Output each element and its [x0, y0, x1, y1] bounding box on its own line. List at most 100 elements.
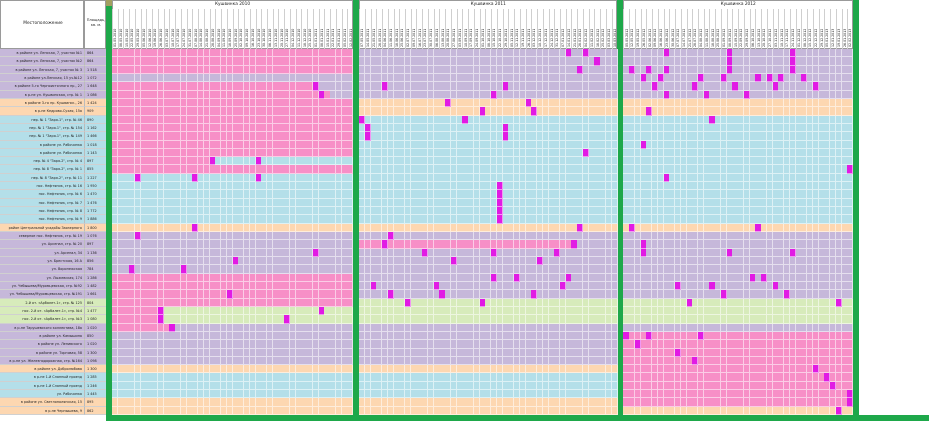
scheduled-cell[interactable] [117, 49, 124, 58]
schedule-cell[interactable] [525, 57, 532, 66]
scheduled-cell[interactable] [278, 49, 285, 58]
schedule-cell[interactable] [439, 57, 446, 66]
schedule-cell[interactable] [847, 115, 854, 124]
schedule-cell[interactable] [611, 240, 618, 249]
schedule-cell[interactable] [479, 49, 486, 58]
schedule-cell[interactable] [847, 323, 854, 332]
schedule-cell[interactable] [847, 198, 854, 208]
schedule-cell[interactable] [680, 49, 687, 58]
schedule-cell[interactable] [715, 57, 722, 66]
scheduled-cell[interactable] [347, 273, 354, 282]
schedule-cell[interactable] [611, 331, 618, 341]
scheduled-cell[interactable] [175, 49, 182, 58]
scheduled-cell[interactable] [347, 49, 354, 58]
schedule-cell[interactable] [611, 98, 618, 108]
scheduled-cell[interactable] [347, 107, 354, 116]
schedule-cell[interactable] [600, 49, 607, 58]
schedule-cell[interactable] [422, 49, 429, 58]
schedule-cell[interactable] [611, 123, 618, 133]
scheduled-cell[interactable] [278, 57, 285, 66]
schedule-cell[interactable] [720, 57, 728, 66]
scheduled-cell[interactable] [215, 49, 222, 58]
schedule-cell[interactable] [847, 148, 854, 158]
scheduled-cell[interactable] [198, 49, 205, 58]
schedule-cell[interactable] [514, 49, 521, 58]
scheduled-cell[interactable] [347, 132, 354, 141]
schedule-cell[interactable] [634, 49, 641, 58]
schedule-cell[interactable] [519, 49, 526, 58]
scheduled-cell[interactable] [347, 148, 354, 158]
schedule-cell[interactable] [364, 57, 371, 66]
scheduled-cell[interactable] [284, 49, 291, 58]
schedule-cell[interactable] [605, 49, 613, 58]
scheduled-cell[interactable] [163, 57, 170, 66]
schedule-cell[interactable] [485, 49, 492, 58]
schedule-cell[interactable] [542, 57, 549, 66]
schedule-cell[interactable] [847, 240, 854, 249]
scheduled-cell[interactable] [255, 49, 262, 58]
scheduled-cell[interactable] [301, 57, 308, 66]
schedule-cell[interactable] [531, 49, 538, 58]
schedule-cell[interactable] [502, 57, 509, 66]
schedule-cell[interactable] [669, 49, 676, 58]
schedule-cell[interactable] [847, 90, 854, 99]
schedule-cell[interactable] [347, 73, 354, 83]
scheduled-cell[interactable] [244, 57, 251, 66]
scheduled-cell[interactable] [134, 57, 142, 66]
scheduled-cell[interactable] [198, 57, 205, 66]
event-cell[interactable] [789, 49, 796, 58]
scheduled-cell[interactable] [180, 57, 187, 66]
schedule-cell[interactable] [571, 49, 578, 58]
schedule-cell[interactable] [479, 57, 486, 66]
scheduled-cell[interactable] [140, 57, 147, 66]
schedule-cell[interactable] [376, 49, 383, 58]
schedule-cell[interactable] [473, 49, 480, 58]
schedule-cell[interactable] [347, 348, 354, 357]
scheduled-cell[interactable] [295, 49, 302, 58]
schedule-cell[interactable] [611, 182, 618, 191]
schedule-cell[interactable] [577, 49, 584, 58]
schedule-cell[interactable] [439, 49, 446, 58]
scheduled-cell[interactable] [192, 49, 199, 58]
scheduled-cell[interactable] [238, 49, 245, 58]
schedule-cell[interactable] [841, 49, 848, 58]
schedule-cell[interactable] [778, 49, 785, 58]
schedule-cell[interactable] [405, 57, 412, 66]
schedule-cell[interactable] [347, 240, 354, 249]
scheduled-cell[interactable] [847, 331, 854, 341]
schedule-cell[interactable] [537, 57, 544, 66]
schedule-cell[interactable] [847, 306, 854, 316]
schedule-cell[interactable] [812, 49, 819, 58]
schedule-cell[interactable] [611, 340, 618, 349]
scheduled-cell[interactable] [203, 57, 210, 66]
schedule-cell[interactable] [611, 248, 618, 257]
scheduled-cell[interactable] [347, 123, 354, 133]
schedule-cell[interactable] [847, 182, 854, 191]
scheduled-cell[interactable] [318, 49, 325, 58]
scheduled-cell[interactable] [347, 165, 354, 174]
schedule-cell[interactable] [347, 306, 354, 316]
scheduled-cell[interactable] [117, 57, 124, 66]
schedule-cell[interactable] [559, 49, 567, 58]
schedule-cell[interactable] [456, 49, 463, 58]
scheduled-cell[interactable] [186, 57, 193, 66]
schedule-cell[interactable] [709, 49, 716, 58]
schedule-cell[interactable] [611, 215, 618, 224]
scheduled-cell[interactable] [347, 140, 354, 149]
scheduled-cell[interactable] [169, 49, 176, 58]
schedule-cell[interactable] [416, 49, 423, 58]
schedule-cell[interactable] [847, 132, 854, 141]
scheduled-cell[interactable] [129, 57, 136, 66]
schedule-cell[interactable] [548, 49, 555, 58]
schedule-cell[interactable] [559, 57, 567, 66]
schedule-cell[interactable] [577, 57, 584, 66]
schedule-cell[interactable] [640, 49, 647, 58]
scheduled-cell[interactable] [123, 49, 130, 58]
schedule-cell[interactable] [347, 82, 354, 91]
scheduled-cell[interactable] [312, 49, 320, 58]
event-cell[interactable] [726, 49, 733, 58]
scheduled-cell[interactable] [347, 298, 354, 307]
scheduled-cell[interactable] [255, 57, 262, 66]
schedule-cell[interactable] [611, 82, 618, 91]
schedule-cell[interactable] [830, 49, 837, 58]
